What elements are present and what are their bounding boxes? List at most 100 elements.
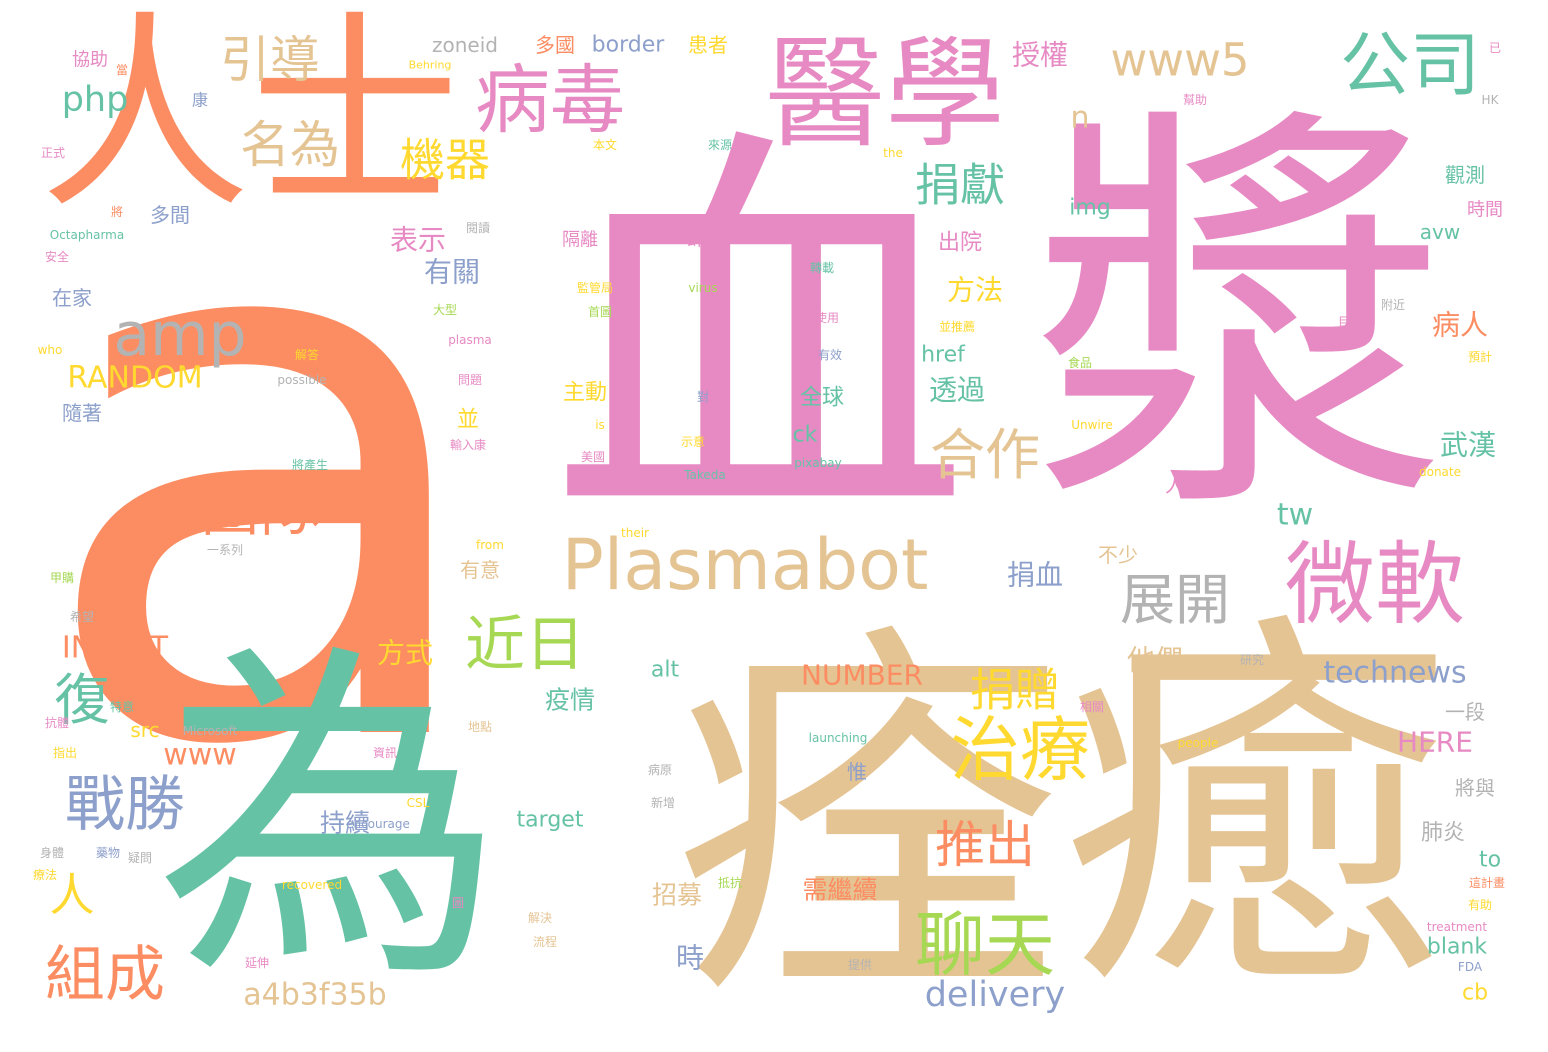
word-8: 公司	[1340, 24, 1480, 106]
word-158: is	[595, 418, 605, 432]
word-124: 提供	[848, 957, 872, 972]
word-46: 捐血	[1007, 559, 1063, 592]
word-109: 身體	[40, 845, 64, 860]
word-122: 流程	[533, 934, 557, 949]
word-136: donate	[1419, 465, 1461, 479]
word-66: 全球	[800, 386, 844, 411]
word-96: who	[38, 343, 63, 357]
word-82: 有意	[460, 558, 500, 582]
word-78: 一段	[1445, 700, 1485, 724]
word-101: 問題	[458, 373, 482, 387]
word-140: 目前	[1338, 314, 1362, 329]
word-49: 疫情	[545, 686, 595, 715]
word-130: 相關	[1080, 700, 1104, 714]
word-131: 研究	[1240, 652, 1264, 667]
word-99: plasma	[448, 333, 492, 347]
word-150: 程序	[815, 227, 839, 242]
word-75: alt	[651, 658, 680, 683]
word-134: 有助	[1468, 898, 1492, 912]
word-45: 他們	[1127, 644, 1183, 677]
word-95: 將	[111, 204, 123, 219]
word-120: 圖	[452, 896, 464, 910]
word-44: 方式	[377, 637, 433, 670]
word-79: 將與	[1455, 776, 1495, 800]
word-61: avw	[1420, 220, 1460, 244]
word-18: 組成	[45, 940, 165, 1010]
word-22: www5	[1110, 34, 1249, 87]
word-135: 這計畫	[1469, 875, 1505, 890]
word-43: 透過	[929, 374, 985, 407]
word-31: RANDOM	[67, 361, 202, 396]
word-64: 出院	[938, 231, 982, 256]
word-54: border	[592, 33, 666, 58]
word-51: 招募	[652, 881, 702, 910]
word-73: blank	[1427, 935, 1488, 960]
word-0: 血	[550, 96, 970, 585]
word-146: 來源	[708, 138, 732, 152]
word-21: 機器	[400, 134, 490, 187]
word-159: 美國	[581, 450, 605, 464]
word-126: 病原	[648, 762, 672, 777]
word-26: 捐贈	[970, 664, 1060, 717]
word-77: 惟	[847, 760, 867, 784]
word-118: encourage	[346, 817, 410, 831]
word-13: 治療	[950, 709, 1090, 791]
word-36: a4b3f35b	[243, 978, 386, 1013]
word-100: 大型	[433, 303, 457, 317]
word-9: 病毒	[475, 56, 625, 144]
word-97: 解答	[295, 347, 319, 362]
word-108: 指出	[53, 745, 77, 760]
word-155: 使用	[815, 310, 839, 325]
word-137: Unwire	[1071, 418, 1113, 432]
word-16: 戰勝	[65, 770, 185, 840]
word-105: 甲購	[50, 571, 74, 585]
word-132: FDA	[1458, 960, 1483, 974]
word-48: 病人	[1432, 309, 1488, 342]
word-35: delivery	[925, 975, 1066, 1015]
word-5: 為	[155, 616, 505, 1024]
word-37: www	[163, 738, 237, 773]
word-38: tw	[1277, 498, 1313, 533]
word-11: 微軟	[1285, 533, 1465, 638]
word-115: 資訊	[373, 745, 397, 760]
word-1: 漿	[1030, 76, 1450, 565]
word-89: 康	[192, 91, 208, 110]
word-123: 延伸	[245, 956, 269, 970]
word-151: 轉載	[810, 261, 834, 275]
word-148: the	[883, 146, 903, 160]
word-58: 授權	[1012, 39, 1068, 72]
word-119: recovered	[282, 878, 342, 892]
word-152: 監管局	[577, 280, 613, 295]
word-84: 在家	[52, 286, 92, 310]
word-29: 人	[49, 869, 94, 922]
word-162: pixabay	[794, 456, 841, 470]
word-163: their	[621, 526, 649, 540]
word-67: ck	[793, 423, 818, 448]
word-94: 當	[116, 63, 128, 77]
word-23: 捐獻	[915, 159, 1005, 212]
word-7: 醫學	[765, 26, 1005, 165]
word-165: 體	[329, 488, 341, 502]
word-125: 新增	[651, 795, 675, 810]
word-138: 預計	[1468, 349, 1492, 364]
word-6: 人士	[40, 0, 460, 238]
word-41: 有關	[424, 256, 480, 289]
word-107: 特意	[110, 699, 134, 714]
word-34: technews	[1323, 656, 1466, 691]
word-103: 將產生	[292, 457, 328, 472]
word-12: amp	[113, 300, 246, 370]
word-114: Microsoft	[183, 724, 238, 738]
word-56: 多國	[535, 33, 575, 57]
word-42: 方法	[947, 274, 1003, 307]
word-91: Octapharma	[50, 228, 124, 242]
word-139: 附近	[1381, 298, 1405, 312]
word-87: 隔離	[562, 230, 598, 251]
word-52: 需繼續	[802, 876, 877, 905]
word-27: 推出	[935, 816, 1035, 874]
word-81: 不少	[1098, 543, 1138, 567]
word-62: 觀測	[1445, 163, 1485, 187]
word-90: Behring	[409, 59, 452, 72]
word-147: 本文	[593, 137, 617, 152]
